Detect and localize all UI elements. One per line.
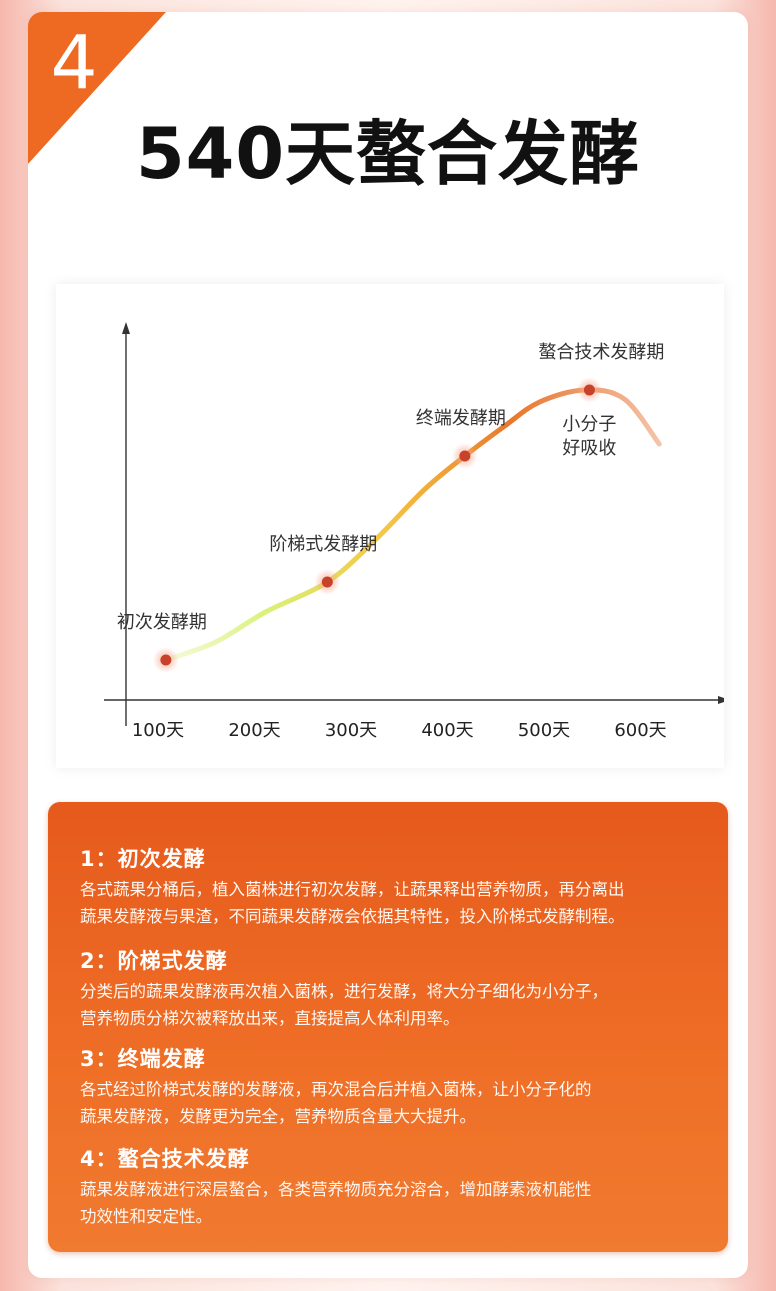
step-description: 各式经过阶梯式发酵的发酵液，再次混合后并植入菌株，让小分子化的 蔬果发酵液，发酵…	[80, 1076, 710, 1130]
x-tick-label: 300天	[325, 720, 377, 741]
step-3: 3：终端发酵 各式经过阶梯式发酵的发酵液，再次混合后并植入菌株，让小分子化的 蔬…	[80, 1044, 710, 1130]
step-2: 2：阶梯式发酵 分类后的蔬果发酵液再次植入菌株，进行发酵，将大分子细化为小分子，…	[80, 946, 710, 1032]
step-title: 1：初次发酵	[80, 847, 206, 871]
step-desc-line: 各式经过阶梯式发酵的发酵液，再次混合后并植入菌株，让小分子化的	[80, 1080, 592, 1099]
data-point	[160, 654, 172, 666]
y-axis-arrow	[122, 322, 130, 334]
step-desc-line: 蔬果发酵液进行深层螯合，各类营养物质充分溶合，增加酵素液机能性	[80, 1180, 592, 1199]
step-desc-line: 蔬果发酵液，发酵更为完全，营养物质含量大大提升。	[80, 1107, 476, 1126]
step-desc-line: 分类后的蔬果发酵液再次植入菌株，进行发酵，将大分子细化为小分子，	[80, 982, 608, 1001]
x-axis-arrow	[718, 696, 724, 704]
step-1: 1：初次发酵 各式蔬果分桶后，植入菌株进行初次发酵，让蔬果释出营养物质，再分离出…	[80, 844, 710, 930]
point-label: 阶梯式发酵期	[269, 534, 377, 555]
x-tick-label: 400天	[421, 720, 473, 741]
point-label: 初次发酵期	[117, 612, 207, 633]
x-tick-label: 100天	[132, 720, 184, 741]
x-tick-label: 200天	[228, 720, 280, 741]
badge-number: 4	[50, 20, 98, 106]
step-description: 蔬果发酵液进行深层螯合，各类营养物质充分溶合，增加酵素液机能性 功效性和安定性。	[80, 1176, 710, 1230]
step-4: 4：螯合技术发酵 蔬果发酵液进行深层螯合，各类营养物质充分溶合，增加酵素液机能性…	[80, 1144, 710, 1230]
point-label: 终端发酵期	[416, 408, 506, 429]
content-card: 4 540天螯合发酵 初次发酵期 阶梯式发酵期 终端发酵期 螯合技术发酵期小	[28, 12, 748, 1278]
data-point	[321, 576, 333, 588]
step-desc-line: 蔬果发酵液与果渣，不同蔬果发酵液会依据其特性，投入阶梯式发酵制程。	[80, 907, 625, 926]
step-title: 4：螯合技术发酵	[80, 1147, 250, 1171]
x-tick-label: 600天	[614, 720, 666, 741]
chart-axes	[104, 322, 724, 726]
step-title: 2：阶梯式发酵	[80, 949, 228, 973]
step-description: 分类后的蔬果发酵液再次植入菌株，进行发酵，将大分子细化为小分子， 营养物质分梯次…	[80, 978, 710, 1032]
step-desc-line: 各式蔬果分桶后，植入菌株进行初次发酵，让蔬果释出营养物质，再分离出	[80, 880, 625, 899]
point-note: 小分子	[562, 414, 616, 435]
x-tick-label: 500天	[518, 720, 570, 741]
point-label: 螯合技术发酵期	[538, 342, 664, 363]
step-title: 3：终端发酵	[80, 1047, 206, 1071]
data-point	[583, 384, 595, 396]
data-point	[459, 450, 471, 462]
chart-panel: 初次发酵期 阶梯式发酵期 终端发酵期 螯合技术发酵期小分子好吸收 100天 200天 30…	[56, 284, 724, 768]
steps-panel: 1：初次发酵 各式蔬果分桶后，植入菌株进行初次发酵，让蔬果释出营养物质，再分离出…	[48, 802, 728, 1252]
step-desc-line: 功效性和安定性。	[80, 1207, 212, 1226]
step-description: 各式蔬果分桶后，植入菌株进行初次发酵，让蔬果释出营养物质，再分离出 蔬果发酵液与…	[80, 876, 710, 930]
page-title: 540天螯合发酵	[135, 113, 641, 195]
step-desc-line: 营养物质分梯次被释放出来，直接提高人体利用率。	[80, 1009, 460, 1028]
point-note: 好吸收	[562, 438, 616, 459]
